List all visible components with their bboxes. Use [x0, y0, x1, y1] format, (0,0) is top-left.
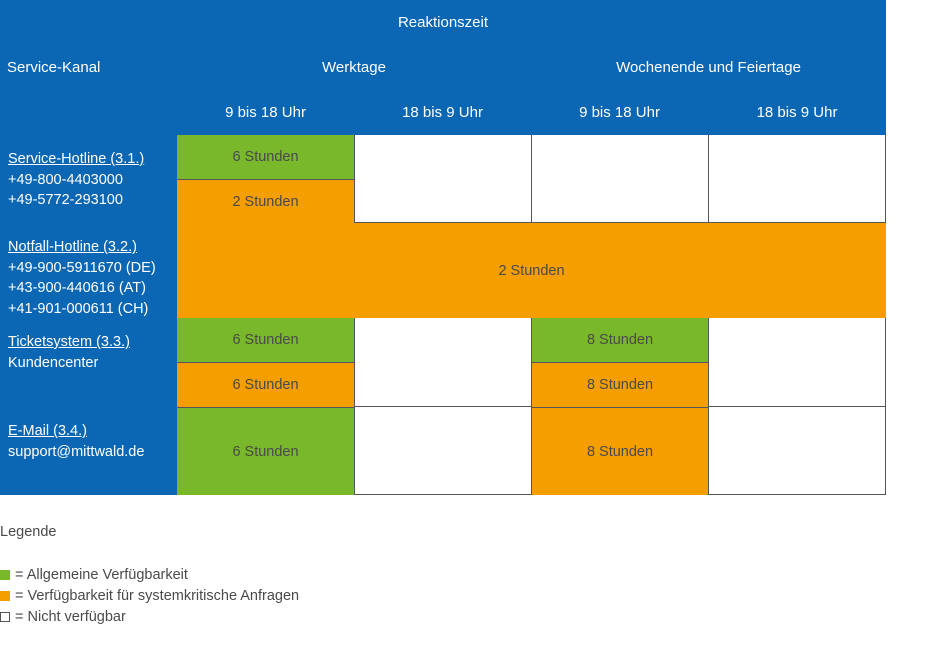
- email-werktage-general-cell: 6 Stunden: [177, 407, 354, 495]
- service-hotline-link[interactable]: Service-Hotline (3.1.): [8, 151, 145, 167]
- channel-service-hotline: Service-Hotline (3.1.) +49-800-4403000 +…: [0, 135, 177, 223]
- service-hotline-phone-2: +49-5772-293100: [8, 192, 123, 208]
- hotline-wochenende-night-empty: [708, 135, 886, 223]
- ticket-wochenende-night-empty: [708, 318, 886, 407]
- legend: Legende = Allgemeine Verfügbarkeit = Ver…: [0, 524, 299, 627]
- header-slot-werktage-night: 18 bis 9 Uhr: [354, 90, 531, 135]
- legend-critical-text: = Verfügbarkeit für systemkritische Anfr…: [15, 587, 300, 604]
- hotline-werktage-night-empty: [354, 135, 531, 223]
- legend-title: Legende: [0, 524, 57, 540]
- header-service-kanal: Service-Kanal: [0, 45, 177, 90]
- email-wochenende-critical-cell: 8 Stunden: [531, 407, 708, 495]
- empty-square-icon: [0, 611, 10, 622]
- ticketsystem-kundencenter: Kundencenter: [8, 354, 99, 371]
- ticket-wochenende-critical-cell: 8 Stunden: [531, 362, 708, 407]
- notfall-critical-cell: 2 Stunden: [177, 223, 886, 318]
- header-reaktionszeit: Reaktionszeit: [0, 0, 886, 45]
- header-slot-wochenende-day: 9 bis 18 Uhr: [531, 90, 708, 135]
- ticket-wochenende-general-cell: 8 Stunden: [531, 318, 708, 362]
- notfall-hotline-phone-ch: +41-901-000611 (CH): [8, 300, 149, 317]
- legend-item-critical: = Verfügbarkeit für systemkritische Anfr…: [0, 585, 299, 606]
- ticket-werktage-critical-cell: 6 Stunden: [177, 362, 354, 407]
- email-wochenende-night-empty: [708, 407, 886, 495]
- ticketsystem-link[interactable]: Ticketsystem (3.3.): [8, 334, 130, 350]
- email-link[interactable]: E-Mail (3.4.): [8, 423, 87, 439]
- ticket-werktage-general-cell: 6 Stunden: [177, 318, 354, 362]
- orange-square-icon: [0, 590, 10, 601]
- hotline-werktage-general-cell: 6 Stunden: [177, 135, 354, 179]
- header-empty: [0, 90, 177, 135]
- header-wochenende: Wochenende und Feiertage: [531, 45, 886, 90]
- email-werktage-night-empty: [354, 407, 531, 495]
- notfall-hotline-phone-at: +43-900-440616 (AT): [8, 280, 146, 296]
- service-hotline-phone-1: +49-800-4403000: [8, 171, 123, 188]
- header-slot-werktage-day: 9 bis 18 Uhr: [177, 90, 354, 135]
- reaction-time-table: Reaktionszeit Service-Kanal Werktage Woc…: [0, 0, 886, 496]
- ticket-werktage-night-empty: [354, 318, 531, 407]
- legend-general-text: = Allgemeine Verfügbarkeit: [15, 566, 188, 583]
- legend-item-general: = Allgemeine Verfügbarkeit: [0, 564, 299, 585]
- legend-unavailable-text: = Nicht verfügbar: [15, 608, 126, 625]
- channel-email: E-Mail (3.4.) support@mittwald.de: [0, 407, 177, 495]
- header-slot-wochenende-night: 18 bis 9 Uhr: [708, 90, 886, 135]
- hotline-wochenende-day-empty: [531, 135, 708, 223]
- email-address: support@mittwald.de: [8, 443, 145, 460]
- hotline-werktage-critical-cell: 2 Stunden: [177, 179, 354, 223]
- green-square-icon: [0, 569, 10, 580]
- notfall-hotline-phone-de: +49-900-5911670 (DE): [8, 259, 156, 276]
- channel-ticketsystem: Ticketsystem (3.3.) Kundencenter: [0, 318, 177, 407]
- notfall-hotline-link[interactable]: Notfall-Hotline (3.2.): [8, 239, 137, 255]
- channel-notfall-hotline: Notfall-Hotline (3.2.) +49-900-5911670 (…: [0, 223, 177, 318]
- header-werktage: Werktage: [177, 45, 531, 90]
- legend-item-unavailable: = Nicht verfügbar: [0, 606, 299, 627]
